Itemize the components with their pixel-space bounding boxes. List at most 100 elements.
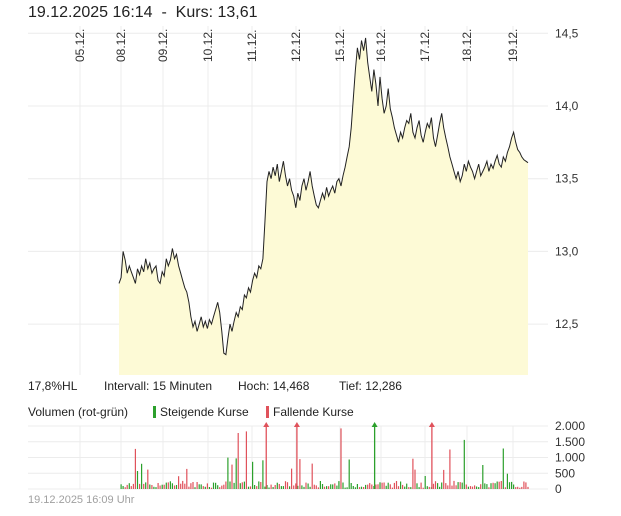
volume-bar: [266, 485, 268, 489]
volume-bar: [393, 482, 395, 489]
volume-bar: [186, 468, 188, 489]
volume-bar: [338, 481, 340, 489]
volume-bar: [219, 487, 221, 489]
volume-bar: [301, 485, 303, 489]
volume-bar: [200, 484, 202, 489]
volume-bar: [221, 485, 223, 489]
volume-bar: [467, 486, 469, 489]
volume-bar: [321, 484, 324, 489]
volume-bar: [313, 484, 315, 489]
volume-bar: [352, 486, 354, 489]
volume-bar: [391, 487, 393, 489]
volume-bar: [356, 484, 358, 489]
header-datetime: 19.12.2025 16:14: [28, 4, 153, 21]
volume-bar: [161, 484, 163, 489]
volume-bar: [132, 483, 134, 489]
volume-bar: [171, 483, 173, 489]
volume-bar: [260, 482, 262, 489]
volume-bar: [282, 486, 284, 489]
volume-bar: [317, 487, 319, 489]
volume-bar: [155, 487, 157, 489]
volume-bar: [521, 486, 523, 489]
volume-bar: [141, 463, 143, 489]
falling-swatch: [266, 406, 269, 418]
volume-bar: [286, 482, 289, 489]
header-price-label: Kurs:: [175, 4, 214, 21]
volume-bar: [340, 428, 342, 489]
volume-bar: [447, 485, 449, 489]
volume-bar: [323, 486, 326, 489]
x-tick-label: 16.12.: [374, 29, 388, 62]
volume-bar: [319, 481, 321, 489]
volume-bar: [243, 481, 245, 489]
volume-bar: [478, 487, 480, 489]
volume-bar: [513, 484, 515, 489]
volume-bar: [488, 487, 490, 489]
volume-bar: [502, 448, 504, 489]
volume-bar: [496, 481, 498, 489]
volume-bar: [379, 482, 381, 489]
volume-clipped-markers: [263, 422, 435, 489]
rising-swatch: [153, 406, 156, 418]
volume-bar: [307, 483, 309, 489]
volume-grid: [28, 425, 548, 490]
volume-bar: [527, 486, 529, 489]
volume-bar: [139, 483, 141, 489]
volume-bar: [198, 484, 200, 489]
volume-bar: [278, 484, 280, 489]
volume-bar: [465, 484, 467, 489]
price-y-axis: 12,5 13,0 13,5 14,0 14,5: [555, 26, 579, 331]
volume-bar: [153, 486, 155, 489]
volume-bar: [334, 483, 336, 489]
volume-bar: [231, 464, 233, 489]
volume-bar: [348, 459, 350, 489]
volume-bar: [375, 484, 377, 489]
volume-legend-rising-label: Steigende Kurse: [160, 405, 249, 419]
stat-interval: Intervall: 15 Minuten: [104, 379, 213, 393]
volume-bar: [227, 457, 229, 489]
volume-bar: [389, 484, 391, 489]
volume-bar: [515, 487, 517, 489]
volume-bar: [443, 469, 445, 489]
volume-bar: [480, 484, 482, 489]
volume-bar: [256, 486, 258, 489]
volume-bar: [223, 484, 225, 489]
volume-bar: [360, 486, 363, 489]
volume-bar: [299, 459, 301, 489]
volume-bar: [284, 481, 287, 489]
volume-bar: [420, 482, 422, 489]
volume-bar: [332, 484, 334, 489]
volume-bar: [206, 483, 208, 489]
volume-bar: [422, 487, 424, 489]
volume-bar: [136, 471, 139, 489]
volume-bar: [414, 469, 416, 489]
volume-bar: [163, 484, 165, 489]
x-tick-label: 08.12.: [114, 29, 128, 62]
volume-bar: [482, 465, 484, 489]
volume-bar: [293, 485, 295, 489]
volume-bar: [247, 486, 250, 489]
volume-bar: [424, 476, 426, 489]
volume-bar: [504, 487, 506, 489]
volume-bar: [412, 458, 414, 489]
volume-bar: [159, 485, 161, 489]
volume-bar: [484, 483, 486, 489]
volume-bar: [387, 482, 389, 489]
volume-bar: [190, 483, 192, 489]
x-tick-label: 18.12.: [460, 29, 474, 62]
volume-bar: [305, 482, 307, 489]
volume-bar: [383, 482, 385, 489]
volume-bar: [145, 482, 147, 489]
volume-bar: [130, 486, 132, 489]
chart-header: 19.12.2025 16:14 - Kurs: 13,61: [28, 4, 258, 22]
volume-bar: [508, 482, 511, 489]
volume-bar: [344, 487, 346, 489]
volume-bar: [432, 483, 435, 489]
volume-bar: [494, 483, 496, 489]
volume-bar: [196, 482, 198, 489]
volume-bar: [264, 486, 266, 489]
volume-bar: [258, 481, 260, 489]
volume-bar: [406, 483, 408, 489]
volume-bar: [268, 487, 270, 489]
